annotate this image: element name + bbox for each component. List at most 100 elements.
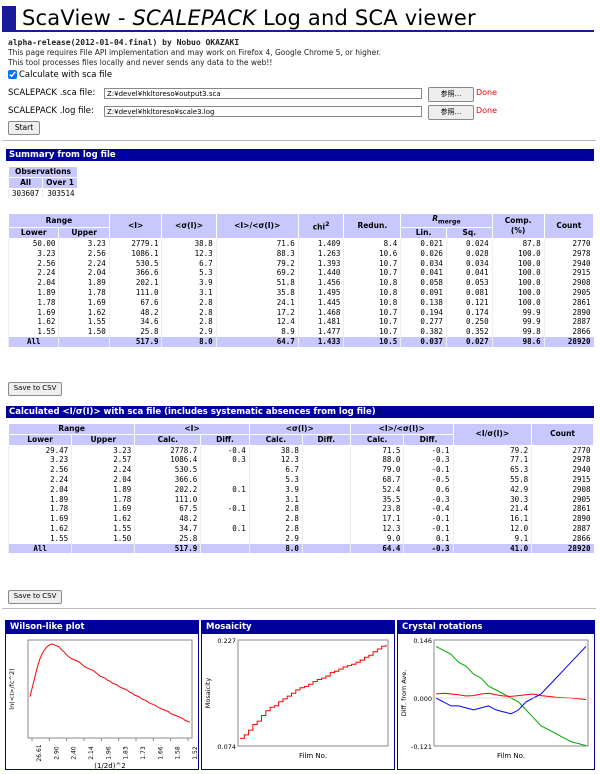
table-row: 29.47 3.23 2778.7 -0.4 38.8 71.5 -0.1 79.2 2770 [7, 445, 594, 456]
table-row: 1.69 1.62 48.2 2.8 17.2 1.468 10.7 0.194 0.174 99… [7, 307, 594, 318]
table-cell: 0.3 [200, 455, 250, 466]
table-cell: 2.8 [161, 297, 217, 308]
sca-col-sig-calc: Calc. [248, 433, 303, 446]
table-cell: 79.2 [215, 258, 299, 269]
table-cell: 17.2 [215, 307, 299, 318]
table-cell: 12.3 [248, 455, 303, 466]
table-cell: 1.69 [7, 514, 72, 524]
mosaicity-title: Mosaicity [202, 621, 394, 634]
table-row: 3.23 2.57 1086.4 0.3 12.3 88.0 -0.3 77.1 2978 [7, 455, 594, 466]
table-cell: 10.7 [343, 327, 401, 338]
table-row: 3.23 2.56 1086.1 12.3 88.3 1.263 10.6 0.026 0.02… [7, 248, 594, 259]
table-cell: 0.024 [445, 238, 493, 249]
table-cell: 2940 [531, 465, 594, 475]
table-cell [58, 337, 110, 347]
table-cell: 29.47 [7, 445, 72, 456]
table-cell: 2770 [543, 238, 594, 249]
sca-statistics-table: Range <I> <σ(I)> <I>/<σ(I)> <I/σ(I)> Cou… [7, 423, 594, 554]
x-tick-label: 1.73 [140, 746, 147, 760]
table-cell: 3.1 [248, 494, 303, 505]
log-browse-button[interactable]: 参照... [428, 105, 474, 120]
table-cell: 9.0 [349, 533, 404, 544]
table-cell: 202.1 [108, 278, 162, 289]
table-cell: 28920 [531, 543, 594, 554]
log-file-input[interactable]: Z:¥devel¥hkltoreso¥scale3.log [104, 106, 422, 117]
table-cell: 12.3 [161, 248, 217, 259]
table-cell: 6.7 [248, 465, 303, 475]
table-cell: 2.04 [71, 474, 135, 485]
rmerge-label: R [432, 214, 439, 223]
table-cell: 67.5 [134, 504, 201, 515]
table-cell: 0.138 [400, 297, 447, 308]
table-cell: 12.4 [215, 317, 299, 328]
table-cell: 2.04 [58, 268, 110, 279]
table-cell: 1.69 [71, 504, 135, 515]
table-cell: 100.0 [491, 278, 545, 289]
calc-with-sca-checkbox[interactable] [8, 70, 17, 79]
table-cell [301, 474, 351, 485]
table-cell: 1.78 [7, 504, 72, 515]
table-cell: 2.24 [71, 465, 135, 475]
y-tick-label: -0.121 [411, 743, 432, 751]
table-cell: 0.027 [445, 337, 493, 347]
col-completeness: Comp. (%) [491, 212, 545, 240]
table-cell: 0.1 [200, 523, 250, 534]
table-cell [301, 484, 351, 495]
wilson-plot-panel: Wilson-like plot ln(<I>/fc^2) 26.61 2.90 2.… [5, 620, 199, 770]
table-cell: 2915 [543, 268, 594, 279]
table-cell [200, 494, 250, 505]
table-cell: 2861 [543, 297, 594, 308]
table-cell: 3.1 [161, 288, 217, 298]
x-axis-label: Film No. [497, 752, 525, 760]
table-row: 1.62 1.55 34.7 0.1 2.8 12.3 -0.1 12.0 2887 [7, 523, 594, 534]
table-cell [200, 533, 250, 544]
start-button[interactable]: Start [8, 121, 40, 135]
table-cell: 0.121 [445, 297, 493, 308]
table-cell: 0.091 [400, 288, 447, 298]
table-cell: 23.8 [349, 504, 404, 515]
table-cell: 0.277 [400, 317, 447, 328]
table-cell: 0.041 [445, 268, 493, 279]
table-cell: 111.0 [108, 288, 162, 298]
table-cell: 1.55 [58, 317, 110, 328]
sca-browse-button[interactable]: 参照... [428, 87, 474, 102]
table-cell: 8.9 [215, 327, 299, 338]
table-cell: 10.7 [343, 317, 401, 328]
sca-save-csv-button[interactable]: Save to CSV [8, 590, 62, 604]
obs-over-value: 303514 [42, 188, 78, 199]
table-row: 50.00 3.23 2779.1 38.8 71.6 1.409 8.4 0.021 0.02… [7, 238, 594, 249]
sca-col-i-over-sigma: <I>/<σ(I)> [349, 423, 454, 435]
table-cell: 79.0 [349, 465, 404, 475]
table-cell: 2.8 [161, 307, 217, 318]
x-tick-label: 26.61 [36, 744, 43, 761]
table-cell: 2887 [543, 317, 594, 328]
table-cell: 42.9 [452, 484, 532, 495]
table-cell: -0.1 [403, 523, 454, 534]
mosaicity-chart: Mosaicity 0.227 0.074 Film No. [204, 637, 389, 760]
table-cell: 38.8 [248, 445, 303, 456]
table-cell: 35.5 [349, 494, 404, 505]
table-cell: 30.3 [452, 494, 532, 505]
log-save-csv-button[interactable]: Save to CSV [8, 382, 62, 396]
sca-file-input[interactable]: Z:¥devel¥hkltoreso¥output3.sca [104, 88, 422, 99]
table-cell: 1.89 [58, 278, 110, 289]
table-cell: 1.62 [7, 317, 59, 328]
table-cell: 10.7 [343, 268, 401, 279]
table-cell: 0.034 [400, 258, 447, 269]
col-upper: Upper [58, 227, 110, 240]
obs-all-header: All [7, 176, 44, 189]
table-cell: 1.89 [71, 484, 135, 495]
table-cell: 71.5 [349, 445, 404, 456]
table-cell: 2908 [543, 278, 594, 289]
release-info: alpha-release(2012-01-04.final) by Nobuo… [8, 38, 240, 47]
sca-col-mean-i-sigma: <I/σ(I)> [452, 423, 533, 446]
col-mean-i: <I> [108, 212, 163, 240]
table-cell: 64.4 [349, 543, 404, 554]
table-cell: 1086.1 [108, 248, 162, 259]
table-row: 1.89 1.78 111.0 3.1 35.8 1.495 10.8 0.091 0.081 1… [7, 288, 594, 298]
calc-with-sca-option[interactable]: Calculate with sca file [8, 70, 112, 80]
table-cell: 52.4 [349, 484, 404, 495]
table-cell [301, 445, 351, 456]
table-row: 1.89 1.78 111.0 3.1 35.5 -0.3 30.3 2905 [7, 494, 594, 505]
table-cell: 1.62 [58, 307, 110, 318]
